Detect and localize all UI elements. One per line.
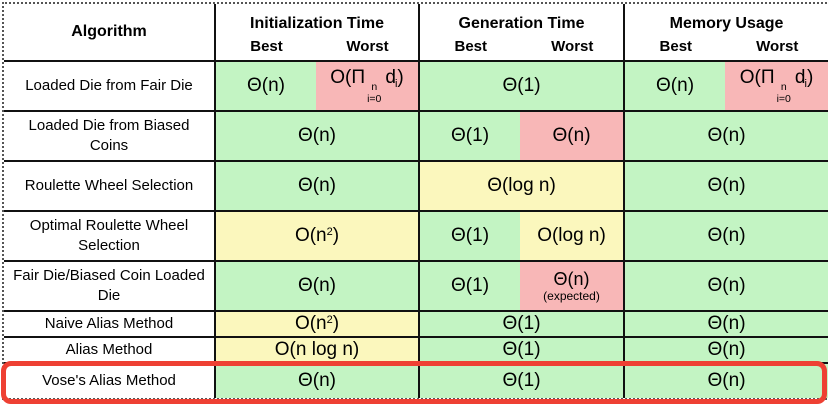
cell-init-best: Θ(n) [214, 60, 316, 110]
cell-memory: Θ(n) [623, 362, 828, 398]
cell-gen-worst: Θ(n) (expected) [520, 260, 624, 310]
table-row: Loaded Die from Biased Coins Θ(n) Θ(1) Θ… [4, 110, 828, 160]
cell-gen-worst: O(log n) [520, 210, 624, 260]
formula-upper-limit: n [780, 80, 787, 93]
table-row-highlighted: Vose's Alias Method Θ(n) Θ(1) Θ(n) [4, 362, 828, 398]
formula-operand: d [794, 66, 806, 88]
cell-generation: Θ(1) [418, 336, 624, 362]
table-row: Optimal Roulette Wheel Selection O(n2) Θ… [4, 210, 828, 260]
subheader-best: Best [454, 37, 488, 55]
column-header-algorithm: Algorithm [71, 23, 147, 40]
column-header-generation-time: Generation Time Best Worst [418, 4, 623, 60]
subheader-best: Best [250, 37, 283, 55]
formula-suffix: ) [332, 313, 340, 334]
formula-suffix: ) [332, 225, 340, 246]
cell-generation: Θ(1) [418, 310, 624, 336]
cell-init-worst: O(Π n i=0 di) [316, 60, 419, 110]
cell-generation: Θ(1) [418, 60, 624, 110]
n-squared-formula: O(n2) [295, 313, 339, 334]
formula-base: O(n [294, 225, 327, 246]
cell-memory: Θ(n) [623, 336, 828, 362]
formula-lower-limit: i=0 [367, 92, 382, 105]
formula-suffix: ) [397, 66, 404, 88]
n-squared-formula: O(n2) [295, 225, 339, 246]
formula-exponent: 2 [326, 314, 333, 326]
formula-prefix: O(Π [739, 66, 775, 88]
cell-memory: Θ(n) [623, 260, 828, 310]
cell-generation: Θ(1) [418, 362, 624, 398]
column-header-initialization-time: Initialization Time Best Worst [214, 4, 418, 60]
best-worst-subheader: Best Worst [420, 36, 623, 57]
table-row: Loaded Die from Fair Die Θ(n) O(Π n i=0 di)… [4, 60, 828, 110]
best-worst-subheader: Best Worst [216, 36, 418, 57]
formula-operand-subscript: i [394, 77, 398, 90]
cell-memory: Θ(n) [623, 110, 828, 160]
cell-gen-worst: Θ(n) [520, 110, 624, 160]
formula-prefix: O(Π [330, 66, 366, 88]
algorithm-cell: Alias Method [4, 336, 214, 362]
group-title: Memory Usage [669, 15, 784, 33]
cell-initialization: O(n log n) [214, 336, 419, 362]
cell-initialization: O(n2) [214, 210, 419, 260]
product-formula: O(Π n i=0 di) [330, 66, 404, 104]
cell-gen-best: Θ(1) [418, 110, 521, 160]
algorithm-cell: Naive Alias Method [4, 310, 214, 336]
formula-operand: d [385, 66, 396, 88]
table-row: Naive Alias Method O(n2) Θ(1) Θ(n) [4, 310, 828, 336]
formula-suffix: ) [806, 66, 814, 88]
cell-memory: Θ(n) [623, 210, 828, 260]
table-row: Alias Method O(n log n) Θ(1) Θ(n) [4, 336, 828, 362]
formula-limits: n i=0 [367, 80, 382, 105]
cell-gen-best: Θ(1) [418, 260, 521, 310]
algorithm-cell: Optimal Roulette Wheel Selection [4, 210, 214, 260]
cell-mem-worst: O(Π n i=0 di) [725, 60, 828, 110]
formula-exponent: 2 [326, 226, 333, 238]
formula-base: O(n [294, 313, 327, 334]
algorithm-cell: Vose's Alias Method [4, 362, 214, 398]
algorithm-cell: Roulette Wheel Selection [4, 160, 214, 210]
group-title: Generation Time [458, 15, 585, 33]
algorithm-complexity-table: Algorithm Initialization Time Best Worst… [2, 2, 828, 400]
formula-operand-subscript: i [804, 77, 807, 90]
subheader-worst: Worst [756, 37, 799, 55]
cell-mem-best: Θ(n) [623, 60, 726, 110]
algorithm-cell: Loaded Die from Biased Coins [4, 110, 214, 160]
table-row: Roulette Wheel Selection Θ(n) Θ(log n) Θ… [4, 160, 828, 210]
complexity-value: Θ(n) [553, 269, 590, 290]
formula-limits: n i=0 [776, 80, 791, 105]
product-formula: O(Π n i=0 di) [739, 66, 814, 104]
table-row: Fair Die/Biased Coin Loaded Die Θ(n) Θ(1… [4, 260, 828, 310]
subheader-worst: Worst [346, 37, 389, 55]
column-header-memory-usage: Memory Usage Best Worst [623, 4, 828, 60]
group-title: Initialization Time [250, 15, 384, 33]
cell-initialization: Θ(n) [214, 160, 419, 210]
algorithm-cell: Fair Die/Biased Coin Loaded Die [4, 260, 214, 310]
cell-initialization: Θ(n) [214, 260, 419, 310]
algorithm-cell: Loaded Die from Fair Die [4, 60, 214, 110]
header-row: Algorithm Initialization Time Best Worst… [4, 4, 828, 60]
expected-note: (expected) [543, 289, 600, 304]
cell-initialization: Θ(n) [214, 110, 419, 160]
best-worst-subheader: Best Worst [625, 36, 828, 57]
formula-upper-limit: n [371, 80, 378, 93]
subheader-best: Best [659, 37, 693, 55]
cell-initialization: O(n2) [214, 310, 419, 336]
cell-generation: Θ(log n) [418, 160, 624, 210]
cell-initialization: Θ(n) [214, 362, 419, 398]
cell-memory: Θ(n) [623, 310, 828, 336]
cell-memory: Θ(n) [623, 160, 828, 210]
formula-lower-limit: i=0 [776, 92, 791, 105]
subheader-worst: Worst [551, 37, 594, 55]
cell-gen-best: Θ(1) [418, 210, 521, 260]
